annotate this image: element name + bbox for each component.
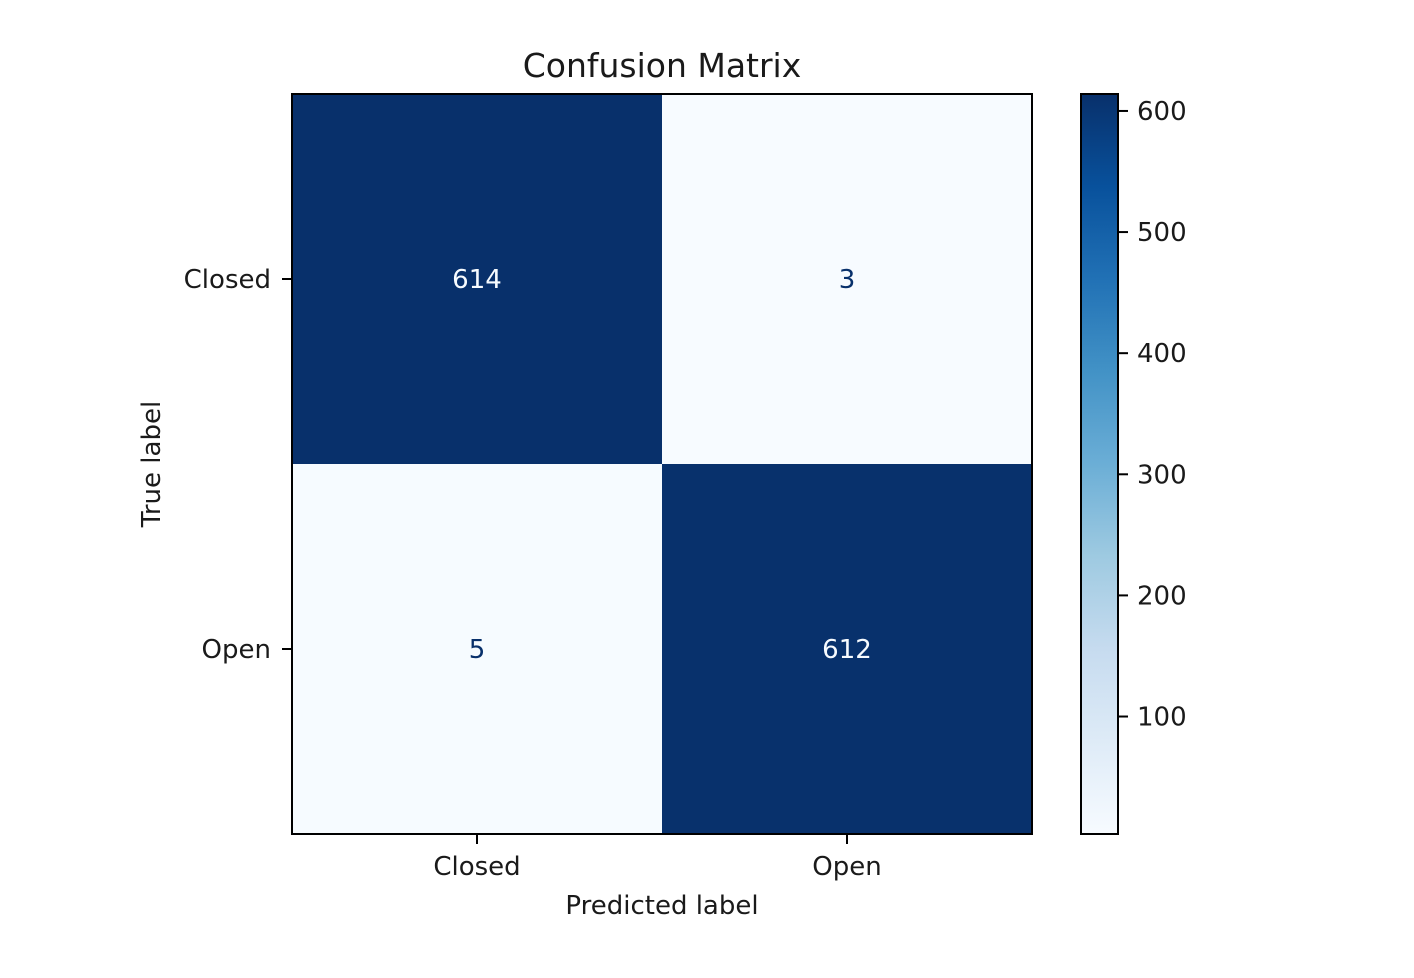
heatmap-cell (662, 464, 1032, 834)
chart-title: Confusion Matrix (523, 46, 802, 85)
y-axis-label: True label (137, 401, 167, 528)
y-axis: Closed Open (184, 265, 292, 665)
heatmap-cells: 614 3 5 612 (292, 94, 1032, 834)
cell-value-label: 3 (839, 265, 856, 295)
colorbar-tick-label: 200 (1137, 581, 1187, 611)
cell-value-label: 5 (469, 635, 486, 665)
y-tick-label: Closed (184, 265, 271, 295)
colorbar-frame (1080, 93, 1119, 835)
x-tick-label: Closed (433, 852, 520, 882)
cell-value-label: 614 (452, 265, 502, 295)
plot-frame (291, 93, 1033, 835)
colorbar-axis: 100 200 300 400 500 600 (1118, 97, 1187, 733)
heatmap-cell (292, 94, 662, 464)
heatmap-cell (662, 94, 1032, 464)
x-axis: Closed Open (433, 834, 882, 882)
cell-value-label: 612 (822, 635, 872, 665)
heatmap-cell (292, 464, 662, 834)
colorbar-tick-label: 600 (1137, 97, 1187, 127)
colorbar (1081, 94, 1118, 834)
colorbar-tick-label: 300 (1137, 460, 1187, 490)
colorbar-tick-label: 400 (1137, 339, 1187, 369)
y-tick-label: Open (202, 635, 271, 665)
x-tick-label: Open (812, 852, 881, 882)
colorbar-tick-label: 100 (1137, 703, 1187, 733)
x-axis-label: Predicted label (565, 891, 758, 921)
colorbar-tick-label: 500 (1137, 218, 1187, 248)
